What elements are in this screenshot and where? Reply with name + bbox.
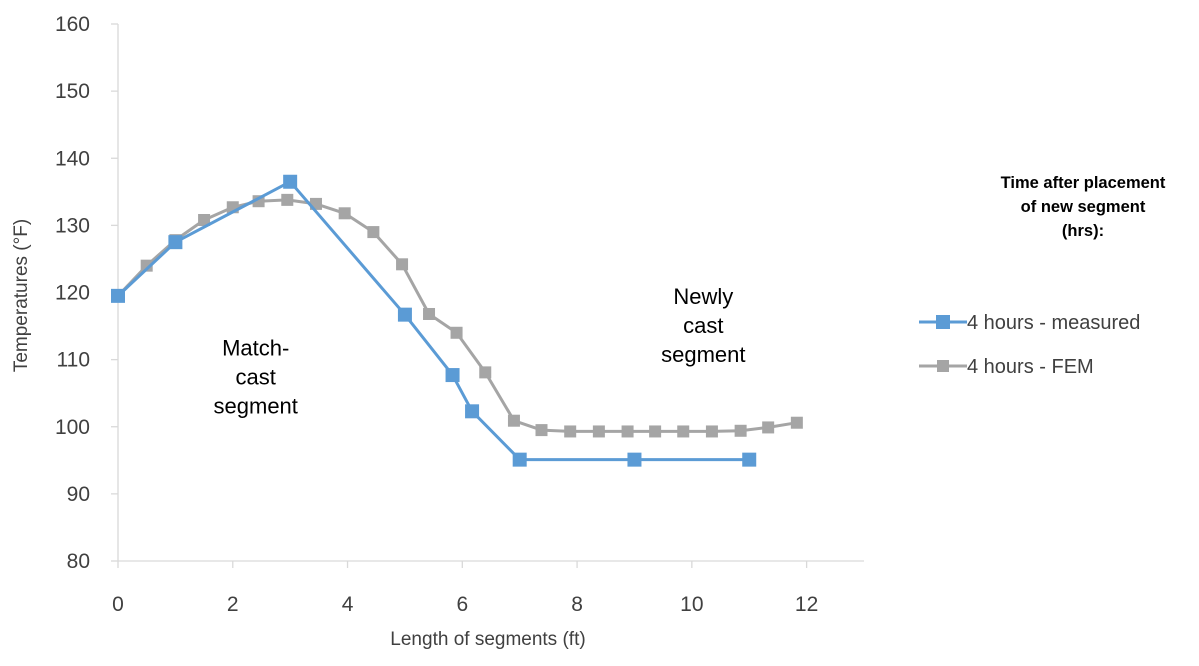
x-tick-label: 0 xyxy=(112,593,124,616)
legend-item: 4 hours - FEM xyxy=(919,356,1094,378)
data-point-marker xyxy=(507,414,520,427)
data-point-marker xyxy=(627,452,642,467)
annotation-line: Newly xyxy=(673,284,733,309)
y-tick-label: 130 xyxy=(55,214,90,237)
y-tick-label: 110 xyxy=(57,349,90,372)
y-tick-label: 140 xyxy=(55,147,90,170)
x-tick-label: 6 xyxy=(456,593,468,616)
data-point-marker xyxy=(592,425,605,438)
tick-labels: 80 90 100 110 120 130 140 150 160 0 2 4 6 8 10 12 xyxy=(55,13,818,616)
series-measured xyxy=(111,174,757,467)
data-point-marker xyxy=(445,368,460,383)
annotation-label: Newly cast segment xyxy=(661,284,745,367)
y-tick-label: 160 xyxy=(55,13,90,36)
data-point-marker xyxy=(465,404,480,419)
data-point-marker xyxy=(649,425,662,438)
data-point-marker xyxy=(338,207,351,220)
legend-title-line: Time after placement xyxy=(1001,174,1166,192)
data-point-marker xyxy=(252,195,265,208)
data-point-marker xyxy=(564,425,577,438)
data-point-marker xyxy=(705,425,718,438)
series-group xyxy=(111,174,803,467)
y-tick-label: 150 xyxy=(55,80,90,103)
annotation-line: segment xyxy=(661,342,745,367)
data-point-marker xyxy=(742,452,757,467)
data-point-marker xyxy=(283,174,298,189)
y-tick-label: 100 xyxy=(55,416,90,439)
legend-item: 4 hours - measured xyxy=(919,312,1140,334)
data-point-marker xyxy=(397,307,412,322)
x-tick-label: 4 xyxy=(342,593,354,616)
annotation-line: cast xyxy=(683,313,723,338)
data-point-marker xyxy=(512,452,527,467)
data-point-marker xyxy=(140,259,153,272)
data-point-marker xyxy=(450,326,463,339)
x-axis-title: Length of segments (ft) xyxy=(390,629,585,650)
x-tick-label: 12 xyxy=(795,593,818,616)
data-point-marker xyxy=(168,235,183,250)
legend-title-line: (hrs): xyxy=(1062,222,1104,240)
axes xyxy=(111,23,864,568)
data-point-marker xyxy=(535,424,548,437)
annotation-label: Match-cast segment xyxy=(214,336,298,419)
annotation-line: cast xyxy=(236,365,276,390)
data-point-marker xyxy=(677,425,690,438)
legend: Time after placement of new segment (hrs):… xyxy=(919,174,1166,378)
data-point-marker xyxy=(423,307,436,320)
data-point-marker xyxy=(396,258,409,271)
data-point-marker xyxy=(111,288,125,303)
legend-swatch-marker xyxy=(936,315,950,329)
data-point-marker xyxy=(281,193,294,206)
data-point-marker xyxy=(734,424,747,437)
y-tick-label: 80 xyxy=(67,550,90,573)
y-tick-label: 90 xyxy=(67,483,90,506)
data-point-marker xyxy=(790,416,803,429)
data-point-marker xyxy=(621,425,634,438)
y-tick-label: 120 xyxy=(55,282,90,305)
x-tick-label: 10 xyxy=(680,593,703,616)
x-tick-label: 2 xyxy=(227,593,239,616)
legend-title: Time after placement of new segment (hrs): xyxy=(1001,174,1166,240)
data-point-marker xyxy=(198,214,211,227)
legend-title-line: of new segment xyxy=(1021,198,1146,216)
legend-label: 4 hours - FEM xyxy=(967,356,1094,378)
x-tick-label: 8 xyxy=(571,593,583,616)
data-point-marker xyxy=(479,366,492,379)
annotation-line: Match- xyxy=(222,336,289,361)
data-point-marker xyxy=(762,421,775,434)
data-point-marker xyxy=(367,226,380,239)
y-axis-title: Temperatures (°F) xyxy=(11,219,32,372)
legend-label: 4 hours - measured xyxy=(967,312,1140,334)
legend-swatch-marker xyxy=(937,360,949,372)
annotation-line: segment xyxy=(214,394,298,419)
annotations: Match-cast segment Newly cast segment xyxy=(214,284,746,419)
